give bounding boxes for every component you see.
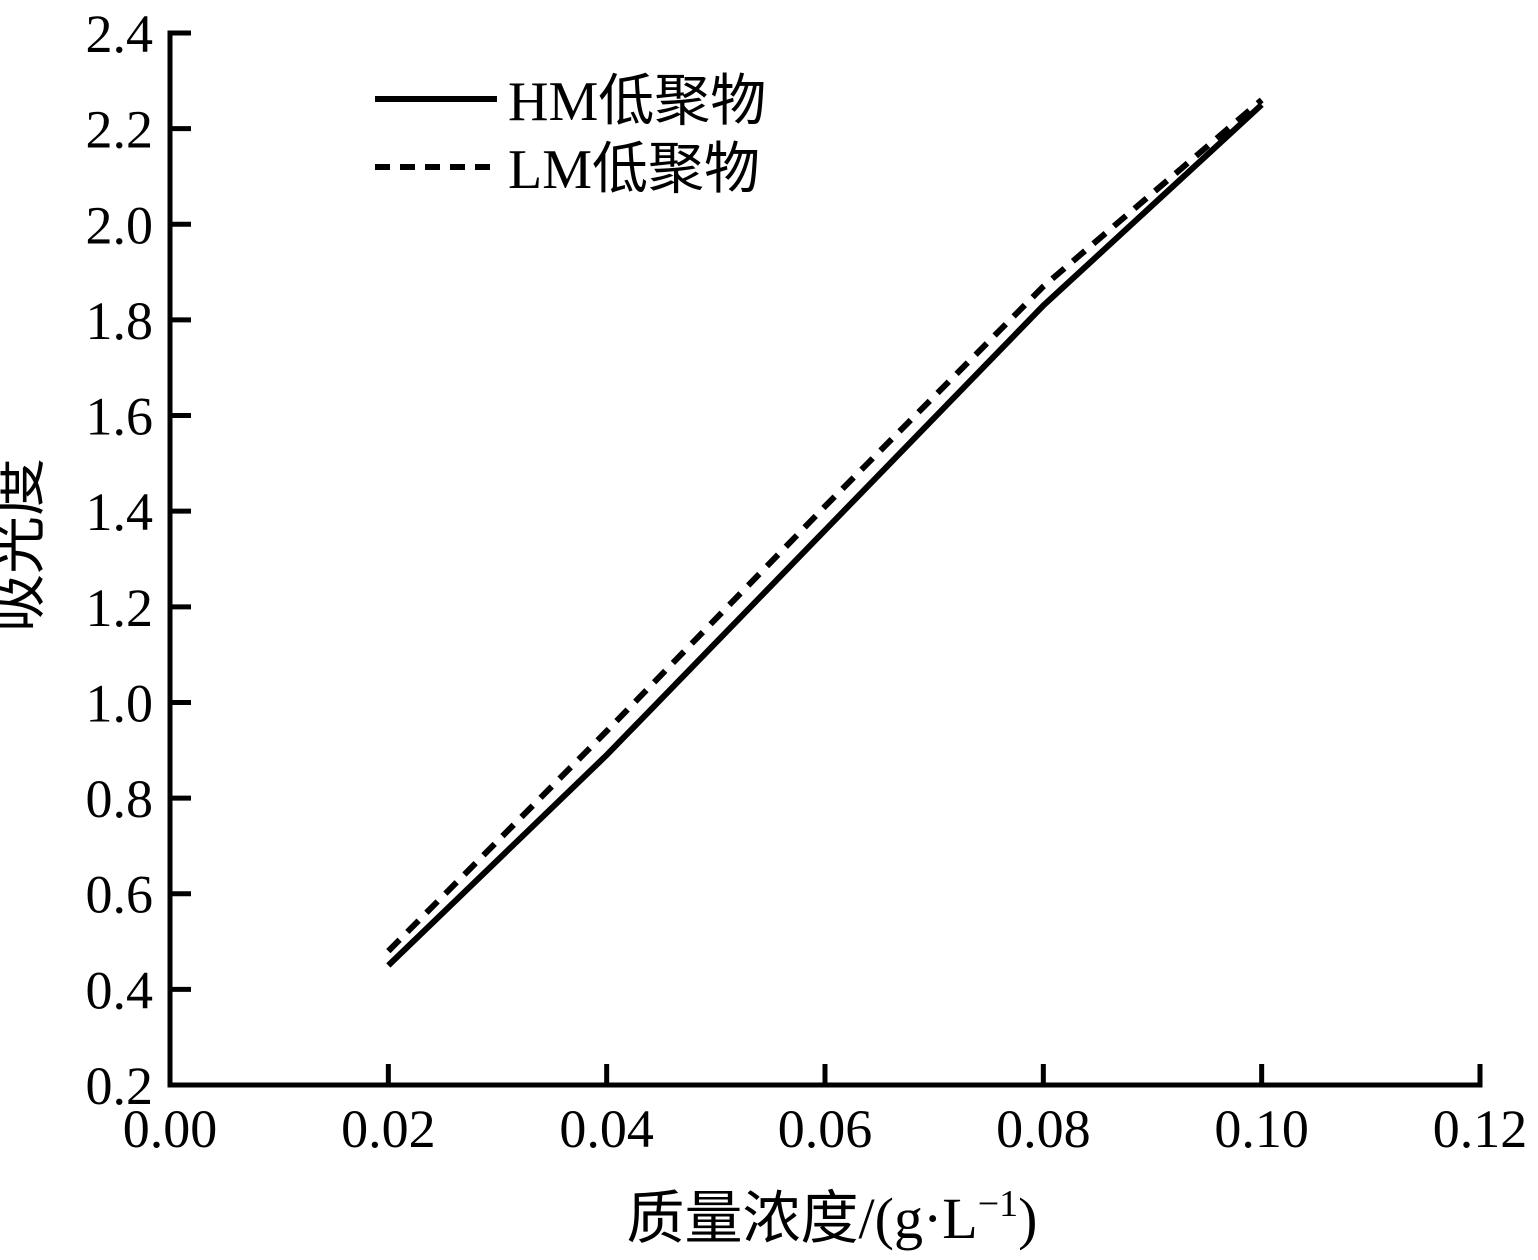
y-tick-label: 1.8 bbox=[86, 291, 154, 351]
y-tick-label: 0.8 bbox=[86, 769, 154, 829]
x-axis-label-close: ) bbox=[1018, 1186, 1037, 1251]
y-tick-label: 1.6 bbox=[86, 387, 154, 447]
x-tick-label: 0.00 bbox=[123, 1099, 218, 1159]
legend-label: HM低聚物 bbox=[508, 71, 766, 133]
x-tick-label: 0.08 bbox=[996, 1099, 1091, 1159]
x-tick-label: 0.10 bbox=[1214, 1099, 1309, 1159]
y-tick-label: 2.2 bbox=[86, 100, 154, 160]
y-tick-label: 1.4 bbox=[86, 482, 154, 542]
x-tick-label: 0.12 bbox=[1433, 1099, 1528, 1159]
series-line-dashed bbox=[386, 97, 1264, 954]
x-axis-label: 质量浓度/(g·L−1) bbox=[627, 1183, 1038, 1251]
y-tick-label: 1.0 bbox=[86, 673, 154, 733]
x-axis-label-main: 质量浓度/(g·L bbox=[627, 1186, 978, 1251]
x-tick-label: 0.04 bbox=[559, 1099, 654, 1159]
series-line-solid bbox=[386, 102, 1264, 968]
y-tick-label: 2.4 bbox=[86, 4, 154, 64]
axis-lines bbox=[167, 30, 1483, 1088]
y-tick-label: 0.2 bbox=[86, 1056, 154, 1116]
axis-ticks bbox=[167, 30, 1483, 1088]
axes bbox=[167, 30, 1483, 1088]
x-axis-label-exponent: −1 bbox=[978, 1183, 1018, 1225]
y-tick-label: 0.6 bbox=[86, 865, 154, 925]
y-tick-label: 2.0 bbox=[86, 195, 154, 255]
y-tick-label: 0.4 bbox=[86, 960, 154, 1020]
y-tick-label: 1.2 bbox=[86, 578, 154, 638]
tick-labels: 0.00 0.02 0.04 0.06 0.08 0.10 0.12 0.2 0.4 0.6 0.8… bbox=[86, 4, 1528, 1159]
legend-label: LM低聚物 bbox=[508, 139, 760, 201]
x-tick-label: 0.06 bbox=[778, 1099, 873, 1159]
x-tick-label: 0.02 bbox=[341, 1099, 436, 1159]
y-axis-label: 吸光度 bbox=[0, 458, 51, 632]
series-lines bbox=[386, 97, 1264, 968]
